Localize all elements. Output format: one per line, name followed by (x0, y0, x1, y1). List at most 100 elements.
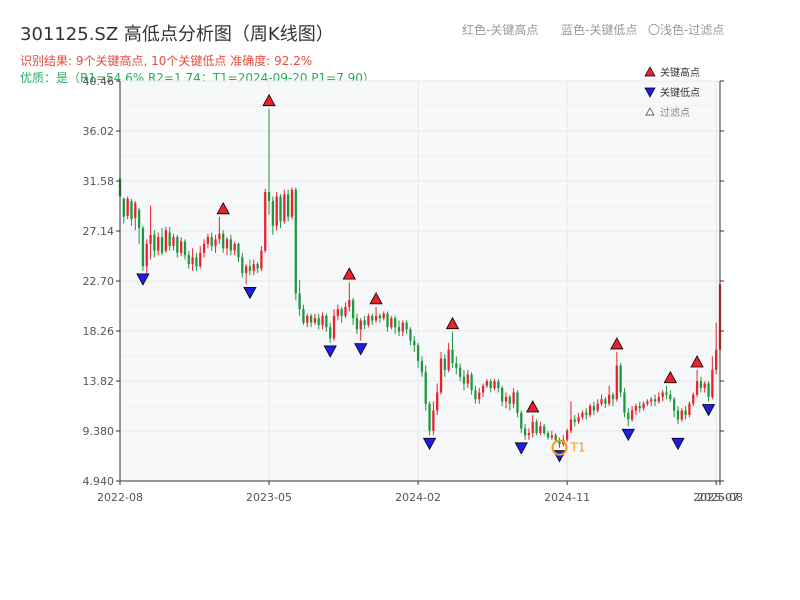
candle-body (126, 198, 129, 216)
x-tick-label: 2023-05 (246, 491, 292, 504)
candle-body (638, 406, 641, 409)
candle-body (680, 410, 683, 420)
candle-body (164, 230, 168, 251)
candle-body (394, 318, 397, 328)
x-tick-label: 2024-02 (395, 491, 441, 504)
candle-body (153, 234, 156, 251)
legend-low-label: 关键低点 (660, 86, 700, 99)
candle-body (619, 365, 622, 393)
candle-body (210, 237, 213, 247)
candle-body (306, 315, 309, 323)
key-low-marker (323, 345, 337, 358)
page-title: 301125.SZ 高低点分析图（周K线图） (20, 24, 334, 45)
candle-body (470, 374, 473, 391)
candle-body (676, 410, 680, 420)
top-legend-light: 〇浅色-过滤点 (648, 23, 725, 37)
candle-body (317, 318, 320, 325)
key-low-marker (701, 404, 716, 417)
key-low-marker (354, 343, 368, 356)
candle-body (523, 428, 527, 436)
candle-body (432, 410, 435, 431)
candle-body (439, 358, 443, 393)
candle-body (260, 250, 263, 269)
candle-body (501, 387, 504, 402)
candle-body (290, 189, 294, 217)
t1-marker (551, 439, 568, 456)
candle-body (409, 329, 412, 341)
candle-body (321, 315, 324, 325)
candle-body (565, 430, 569, 440)
x-tick-label: 2025-07 (693, 491, 739, 504)
candle-body (222, 233, 225, 249)
candle-body (397, 327, 401, 332)
key-high-marker (690, 355, 704, 368)
key-high-marker (369, 292, 383, 305)
candle-body (711, 369, 714, 397)
candle-body (202, 243, 206, 253)
candle-body (508, 396, 511, 404)
candle-body (378, 315, 382, 319)
candle-body (634, 406, 638, 411)
candle-body (176, 237, 179, 253)
candle-body (199, 252, 202, 267)
candle-body (493, 381, 496, 388)
x-tick-label: 2024-11 (544, 491, 590, 504)
candle-body (428, 403, 431, 431)
candle-body (248, 266, 252, 271)
candle-body (390, 318, 393, 328)
key-high-marker (445, 316, 460, 330)
candle-body (604, 399, 607, 404)
legend-high-swatch (644, 66, 656, 77)
candle-body (665, 392, 668, 395)
candle-body (371, 315, 374, 321)
candle-body (558, 439, 561, 445)
key-high-marker (216, 201, 230, 215)
candle-body (504, 396, 508, 402)
candle-body (195, 257, 198, 267)
candle-body (302, 309, 305, 323)
key-low-marker (671, 437, 685, 451)
candle-body (588, 406, 592, 416)
y-tick-label: 31.58 (83, 175, 115, 188)
t1-label: T1 (569, 441, 585, 455)
candle-body (206, 237, 210, 244)
candle-body (332, 315, 336, 339)
key-low-marker (243, 286, 257, 300)
candle-body (237, 243, 240, 258)
candle-body (539, 426, 542, 434)
candle-body (684, 410, 687, 416)
candle-body (596, 403, 599, 411)
candle-body (271, 201, 275, 226)
candle-body (405, 322, 408, 330)
candle-body (672, 399, 676, 411)
y-tick-label: 13.82 (83, 375, 115, 388)
candle-body (531, 421, 534, 434)
top-legend-blue: 蓝色-关键低点 (561, 23, 638, 37)
candle-body (577, 417, 580, 422)
legend-filtered-swatch (645, 107, 655, 116)
candle-body (287, 194, 290, 217)
candle-body (695, 381, 699, 395)
candle-body (485, 381, 489, 386)
y-tick-label: 9.380 (83, 425, 115, 438)
candle-body (130, 201, 133, 220)
candle-body (550, 435, 553, 438)
candle-body (642, 403, 645, 409)
candle-body (543, 426, 546, 434)
candle-body (141, 228, 145, 267)
y-tick-label: 40.46 (83, 75, 115, 88)
candle-body (145, 243, 148, 267)
candle-body (351, 300, 355, 319)
key-low-marker (136, 273, 150, 286)
candle-body (478, 392, 481, 400)
candle-body (474, 390, 477, 400)
candle-body (149, 234, 152, 244)
candle-body (462, 376, 466, 384)
candle-body (688, 403, 691, 416)
x-tick-label: 2025-08 (697, 491, 743, 504)
candle-body (359, 320, 362, 330)
candle-body (294, 189, 297, 294)
candle-body (420, 360, 424, 373)
key-high-marker (262, 93, 276, 107)
candle-body (657, 396, 660, 402)
